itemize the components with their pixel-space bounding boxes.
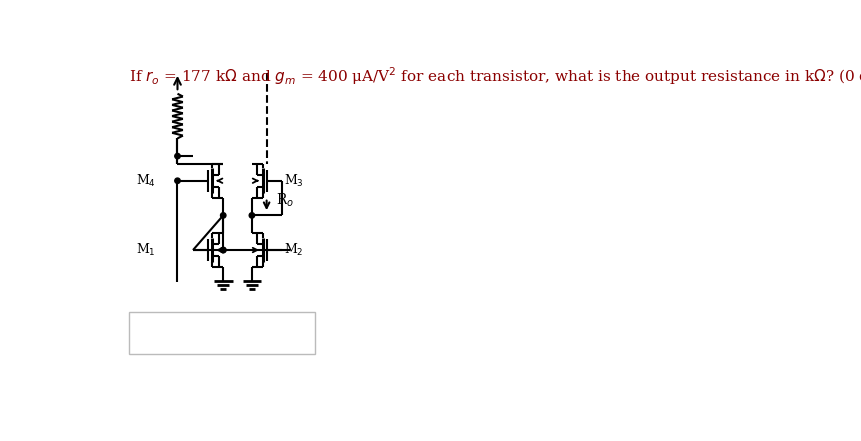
- Text: M$_3$: M$_3$: [283, 173, 303, 189]
- Circle shape: [249, 213, 254, 218]
- Circle shape: [220, 247, 226, 253]
- Circle shape: [175, 178, 180, 183]
- Circle shape: [220, 213, 226, 218]
- Text: M$_4$: M$_4$: [136, 173, 156, 189]
- Text: If $r_o$ = 177 k$\Omega$ and $g_m$ = 400 μA/V$^2$ for each transistor, what is t: If $r_o$ = 177 k$\Omega$ and $g_m$ = 400…: [129, 65, 861, 87]
- Circle shape: [175, 153, 180, 159]
- Text: M$_2$: M$_2$: [283, 242, 303, 258]
- Text: R$_o$: R$_o$: [276, 192, 294, 209]
- FancyBboxPatch shape: [129, 312, 315, 354]
- Text: M$_1$: M$_1$: [136, 242, 156, 258]
- Circle shape: [220, 247, 226, 253]
